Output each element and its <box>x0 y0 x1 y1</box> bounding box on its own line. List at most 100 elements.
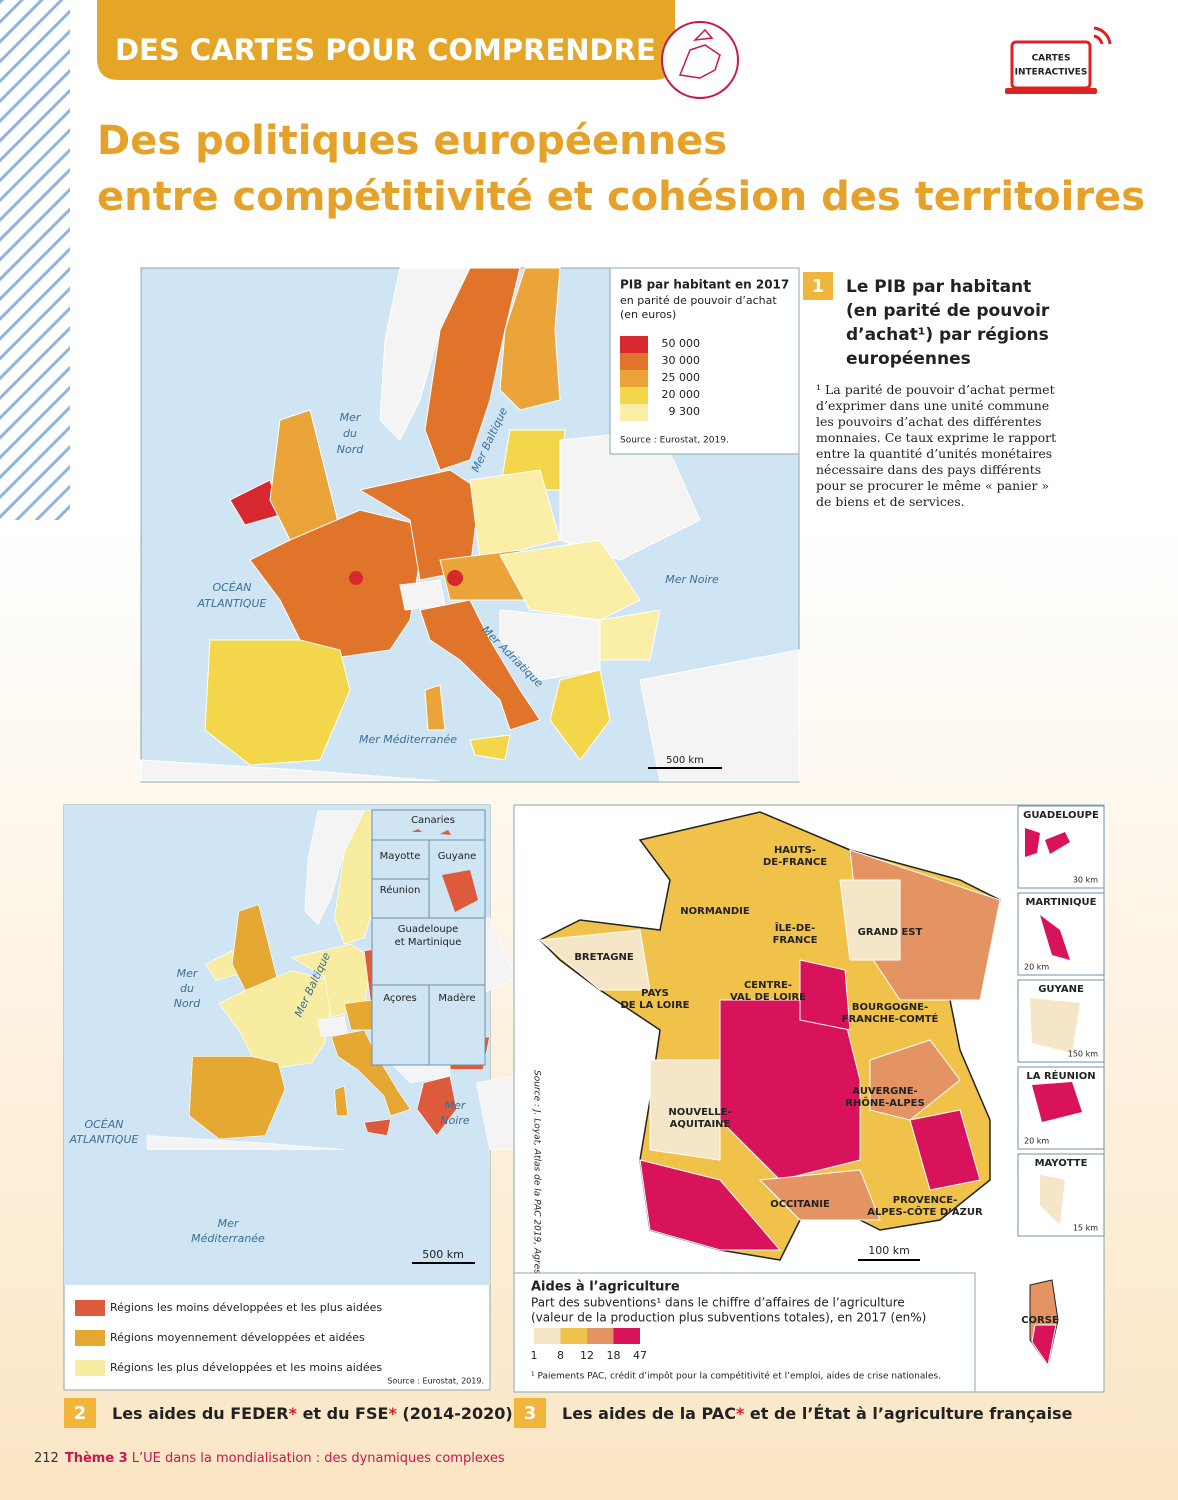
sea-label: Mer <box>445 1099 467 1112</box>
department-group-bfc <box>799 959 851 1031</box>
legend-label: Régions moyennement développées et aidée… <box>110 1331 365 1344</box>
department-group-occ <box>758 1169 881 1221</box>
map1-land <box>140 267 800 782</box>
region-label: CENTRE- <box>744 980 792 991</box>
inset-title: LA RÉUNION <box>1026 1069 1095 1082</box>
legend-label: Régions les plus développées et les moin… <box>110 1361 382 1374</box>
region-label: FRANCHE-COMTÉ <box>842 1012 939 1025</box>
badge-base <box>1005 88 1097 94</box>
inset-label: Réunion <box>380 884 421 896</box>
region-france <box>218 970 332 1070</box>
legend-swatch <box>620 404 648 421</box>
region-greece <box>549 669 611 761</box>
badge-text: CARTES <box>1032 54 1071 64</box>
region-romania-hungary <box>499 539 641 621</box>
region-label: ALPES-CÔTE D’AZUR <box>867 1205 983 1218</box>
legend-break: 47 <box>633 1349 647 1362</box>
medallion-map <box>678 28 721 79</box>
region-switzerland <box>317 1016 349 1037</box>
inset-title: GUYANE <box>1038 984 1084 995</box>
region-label: RHÔNE-ALPES <box>845 1096 924 1109</box>
region-label: BRETAGNE <box>574 952 634 963</box>
region-switzerland <box>399 579 446 611</box>
sea-label: OCÉAN <box>84 1118 123 1131</box>
region-italy <box>419 599 541 731</box>
source: Source : Eurostat, 2019. <box>620 436 729 446</box>
inset-title: MARTINIQUE <box>1025 897 1096 908</box>
region-africa <box>140 759 441 782</box>
legend-swatch <box>75 1300 105 1316</box>
inset-scale: 150 km <box>1068 1050 1098 1059</box>
sea-label: du <box>343 427 357 440</box>
legend-swatch <box>534 1328 561 1344</box>
page-title: entre compétitivité et cohésion des terr… <box>97 174 1145 220</box>
legend-swatch <box>620 387 648 404</box>
region-turkey <box>639 649 800 782</box>
sea-label: Mer Méditerranée <box>359 733 457 746</box>
region-sardinia <box>424 684 446 731</box>
legend-subtitle: (valeur de la production plus subvention… <box>531 1311 926 1325</box>
legend-swatch <box>620 370 648 387</box>
legend-swatch <box>587 1328 614 1344</box>
region-vienna <box>447 570 463 586</box>
inset-label: Mayotte <box>380 851 421 862</box>
caption-part: * <box>736 1404 745 1423</box>
theme-title: L’UE dans la mondialisation : des dynami… <box>132 1451 505 1466</box>
banner-medallion <box>661 21 739 99</box>
legend-label: Régions les moins développées et les plu… <box>110 1301 382 1314</box>
sea-label: OCÉAN <box>212 581 251 594</box>
sea-label: Nord <box>174 997 201 1010</box>
stripes <box>0 0 70 520</box>
department-group-ara <box>869 1039 961 1121</box>
legend-break: 18 <box>607 1349 621 1362</box>
region-label: AQUITAINE <box>670 1119 731 1130</box>
caption-part: * <box>289 1404 298 1423</box>
caption-part: et de l’État à l’agriculture française <box>744 1404 1072 1423</box>
legend-break: 30 000 <box>662 354 701 367</box>
region-africa <box>146 1135 345 1150</box>
map-caption: Les aides de la PAC* et de l’État à l’ag… <box>562 1404 1073 1423</box>
source: Source : Eurostat, 2019. <box>387 1377 484 1386</box>
inset-territory <box>1030 998 1080 1053</box>
region-france <box>249 509 421 661</box>
legend-break: 1 <box>531 1349 538 1362</box>
legend-swatch <box>620 336 648 353</box>
number-box <box>514 1398 546 1428</box>
inset-label: Madère <box>438 992 475 1004</box>
region-label: GRAND EST <box>858 927 923 938</box>
region-label: BOURGOGNE- <box>852 1002 928 1013</box>
department-group-se <box>909 1109 981 1191</box>
legend-break: 12 <box>580 1349 594 1362</box>
caption-part: et du FSE <box>297 1404 388 1423</box>
caption-part: * <box>388 1404 397 1423</box>
region-label: AUVERGNE- <box>852 1086 917 1097</box>
legend-subtitle: Part des subventions¹ dans le chiffre d’… <box>531 1296 905 1310</box>
sea-label: ATLANTIQUE <box>69 1133 139 1146</box>
region-iberia <box>204 639 351 766</box>
region-sardinia <box>334 1085 349 1117</box>
source: Source : J. Loyat, Atlas de la PAC 2019,… <box>532 1070 542 1286</box>
badge <box>1010 40 1092 90</box>
sea-label: Mer <box>177 967 199 980</box>
legend-swatch <box>560 1328 587 1344</box>
legend-title: PIB par habitant en 2017 <box>620 278 789 292</box>
region-label: PAYS <box>641 988 669 999</box>
legend-footnote: ¹ Paiements PAC, crédit d’impôt pour la … <box>531 1371 941 1382</box>
scale-label: 500 km <box>666 755 704 766</box>
caption-part: Les aides de la PAC <box>562 1404 736 1423</box>
map-caption: Le PIB par habitant <box>846 277 1031 297</box>
map-caption: Les aides du FEDER* et du FSE* (2014-202… <box>112 1404 513 1423</box>
badge-text: INTERACTIVES <box>1015 68 1088 78</box>
region-sicily <box>469 734 511 761</box>
inset-title: GUADELOUPE <box>1023 810 1099 821</box>
number-box <box>803 272 833 300</box>
region-label: ÎLE-DE- <box>775 921 815 934</box>
department-group-east <box>839 879 901 961</box>
theme: Thème 3 <box>65 1451 128 1466</box>
legend-break: 25 000 <box>662 371 701 384</box>
map-number: 1 <box>812 276 825 297</box>
inset-label: Guyane <box>438 851 477 862</box>
legend-subtitle: en parité de pouvoir d’achat <box>620 294 777 307</box>
